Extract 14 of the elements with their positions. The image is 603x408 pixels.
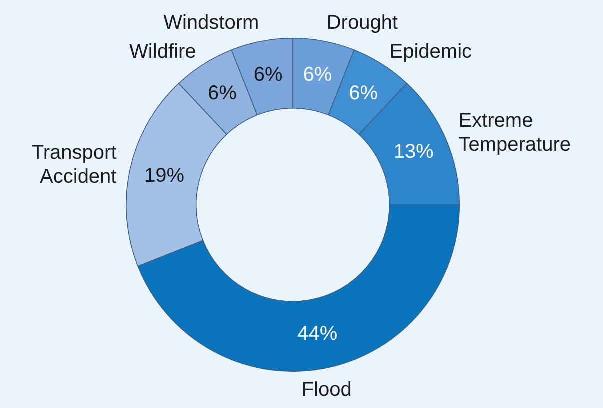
- slice-label: Epidemic: [390, 41, 472, 64]
- data-label: 6%: [208, 82, 238, 104]
- slice-label: Flood: [302, 378, 352, 401]
- slice-label: Wildfire: [130, 41, 196, 64]
- slice-label: Extreme Temperature: [458, 110, 572, 156]
- slice-label: Windstorm: [164, 12, 260, 34]
- data-label: 6%: [254, 64, 284, 86]
- data-label: 19%: [144, 164, 185, 187]
- slice-label: Drought: [326, 12, 398, 34]
- data-label: 44%: [298, 322, 338, 345]
- data-label: 6%: [303, 64, 332, 86]
- slice-label: Transport Accident: [32, 142, 118, 188]
- data-label: 6%: [349, 82, 378, 104]
- data-label: 13%: [394, 141, 434, 164]
